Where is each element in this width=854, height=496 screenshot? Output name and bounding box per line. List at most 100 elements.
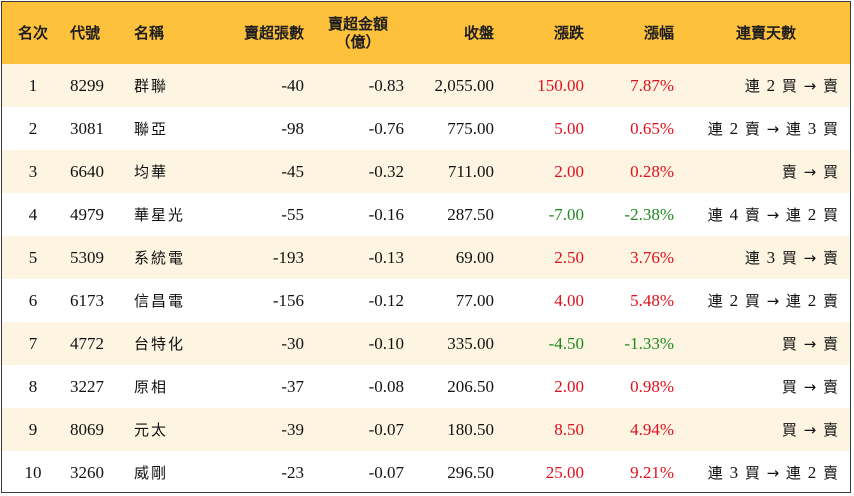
cell-streak: 賣 → 買 — [781, 163, 838, 181]
cell-change: 150.00 — [537, 75, 584, 95]
cell-change: 2.50 — [554, 247, 584, 267]
cell-rank: 8 — [28, 376, 38, 396]
table-row[interactable]: 2 3081 聯亞 -98 -0.76 775.00 5.00 0.65% 連 2 賣 → 連 … — [2, 107, 850, 150]
cell-rank: 10 — [24, 462, 42, 482]
cell-close: 287.50 — [447, 204, 494, 224]
cell-code: 5309 — [70, 247, 104, 267]
cell-rank: 7 — [28, 333, 38, 353]
cell-streak: 連 2 買 → 連 2 賣 — [707, 291, 838, 310]
cell-name: 群聯 — [134, 77, 169, 95]
cell-sell-amount: -0.13 — [368, 247, 404, 267]
cell-sell-lots: -156 — [272, 290, 304, 310]
table-row[interactable]: 7 4772 台特化 -30 -0.10 335.00 -4.50 -1.33% 買 → 賣 — [2, 322, 850, 365]
cell-code: 8299 — [70, 75, 104, 95]
cell-name: 華星光 — [134, 206, 186, 224]
cell-sell-lots: -193 — [272, 247, 304, 267]
cell-name: 元太 — [134, 421, 169, 439]
header-name[interactable]: 名稱 — [134, 24, 165, 42]
cell-rank: 9 — [28, 419, 38, 439]
cell-sell-lots: -30 — [281, 333, 304, 353]
cell-name: 聯亞 — [134, 120, 169, 138]
table-row[interactable]: 8 3227 原相 -37 -0.08 206.50 2.00 0.98% 買 → 賣 — [2, 365, 850, 408]
cell-name: 均華 — [134, 163, 169, 181]
table-row[interactable]: 9 8069 元太 -39 -0.07 180.50 8.50 4.94% 買 → 賣 — [2, 408, 850, 451]
cell-code: 3260 — [70, 462, 104, 482]
table-row[interactable]: 10 3260 威剛 -23 -0.07 296.50 25.00 9.21% 連 3 買 → … — [2, 451, 850, 492]
table-row[interactable]: 6 6173 信昌電 -156 -0.12 77.00 4.00 5.48% 連 2 買 → 連… — [2, 279, 850, 322]
cell-sell-amount: -0.16 — [368, 204, 404, 224]
table-row[interactable]: 4 4979 華星光 -55 -0.16 287.50 -7.00 -2.38% 連 4 賣 →… — [2, 193, 850, 236]
cell-close: 335.00 — [447, 333, 494, 353]
cell-close: 77.00 — [455, 290, 494, 310]
cell-streak: 買 → 賣 — [781, 421, 838, 439]
cell-code: 4772 — [70, 333, 104, 353]
cell-sell-amount: -0.08 — [368, 376, 404, 396]
cell-change: 8.50 — [554, 419, 584, 439]
cell-streak: 連 3 買 → 連 2 賣 — [707, 463, 838, 482]
cell-close: 180.50 — [447, 419, 494, 439]
cell-sell-lots: -40 — [281, 75, 304, 95]
cell-sell-lots: -55 — [281, 204, 304, 224]
cell-streak: 買 → 賣 — [781, 378, 838, 396]
cell-streak: 連 4 賣 → 連 2 買 — [707, 205, 838, 224]
cell-sell-amount: -0.10 — [368, 333, 404, 353]
cell-code: 3081 — [70, 118, 104, 138]
cell-sell-amount: -0.32 — [368, 161, 404, 181]
cell-rank: 6 — [28, 290, 38, 310]
cell-sell-amount: -0.07 — [368, 419, 404, 439]
cell-change: -4.50 — [548, 333, 584, 353]
cell-change: -7.00 — [548, 204, 584, 224]
cell-code: 6640 — [70, 161, 104, 181]
header-code[interactable]: 代號 — [70, 24, 101, 42]
cell-streak: 連 2 賣 → 連 3 買 — [707, 119, 838, 138]
cell-close: 711.00 — [447, 161, 494, 181]
header-sell-amount-line1: 賣超金額 — [327, 15, 388, 33]
cell-change-pct: 3.76% — [630, 247, 674, 267]
cell-code: 6173 — [70, 290, 104, 310]
cell-change-pct: 9.21% — [630, 462, 674, 482]
cell-code: 8069 — [70, 419, 104, 439]
cell-change-pct: -1.33% — [624, 333, 674, 353]
header-streak[interactable]: 連賣天數 — [735, 24, 796, 42]
header-change-pct[interactable]: 漲幅 — [643, 24, 674, 42]
cell-change-pct: 4.94% — [630, 419, 674, 439]
cell-name: 威剛 — [134, 464, 169, 482]
header-close[interactable]: 收盤 — [463, 24, 494, 42]
cell-change: 5.00 — [554, 118, 584, 138]
cell-close: 69.00 — [455, 247, 494, 267]
cell-rank: 3 — [28, 161, 38, 181]
cell-rank: 2 — [28, 118, 38, 138]
cell-change: 2.00 — [554, 376, 584, 396]
cell-code: 4979 — [70, 204, 104, 224]
cell-change: 4.00 — [554, 290, 584, 310]
cell-close: 206.50 — [447, 376, 494, 396]
header-sell-lots[interactable]: 賣超張數 — [243, 24, 304, 42]
cell-change-pct: 7.87% — [630, 75, 674, 95]
table-row[interactable]: 5 5309 系統電 -193 -0.13 69.00 2.50 3.76% 連 3 買 → 賣 — [2, 236, 850, 279]
cell-close: 296.50 — [447, 462, 494, 482]
cell-sell-lots: -37 — [281, 376, 304, 396]
cell-change: 2.00 — [554, 161, 584, 181]
cell-code: 3227 — [70, 376, 104, 396]
cell-sell-amount: -0.76 — [368, 118, 404, 138]
cell-rank: 4 — [28, 204, 38, 224]
cell-change-pct: 0.28% — [630, 161, 674, 181]
cell-change-pct: 0.65% — [630, 118, 674, 138]
table-row[interactable]: 1 8299 群聯 -40 -0.83 2,055.00 150.00 7.87% 連 2 買 … — [2, 64, 850, 107]
cell-sell-lots: -98 — [281, 118, 304, 138]
header-rank[interactable]: 名次 — [17, 24, 48, 42]
cell-sell-amount: -0.07 — [368, 462, 404, 482]
cell-change-pct: 0.98% — [630, 376, 674, 396]
cell-streak: 連 2 買 → 賣 — [744, 76, 838, 95]
cell-sell-lots: -45 — [281, 161, 304, 181]
cell-rank: 1 — [28, 75, 38, 95]
header-change[interactable]: 漲跌 — [553, 24, 584, 42]
table-body: 1 8299 群聯 -40 -0.83 2,055.00 150.00 7.87% 連 2 買 … — [2, 64, 850, 492]
cell-close: 2,055.00 — [434, 75, 495, 95]
table-row[interactable]: 3 6640 均華 -45 -0.32 711.00 2.00 0.28% 賣 → 買 — [2, 150, 850, 193]
cell-name: 台特化 — [134, 335, 186, 353]
cell-change-pct: 5.48% — [630, 290, 674, 310]
cell-close: 775.00 — [447, 118, 494, 138]
header-sell-amount[interactable]: 賣超金額 （億） — [312, 2, 412, 64]
